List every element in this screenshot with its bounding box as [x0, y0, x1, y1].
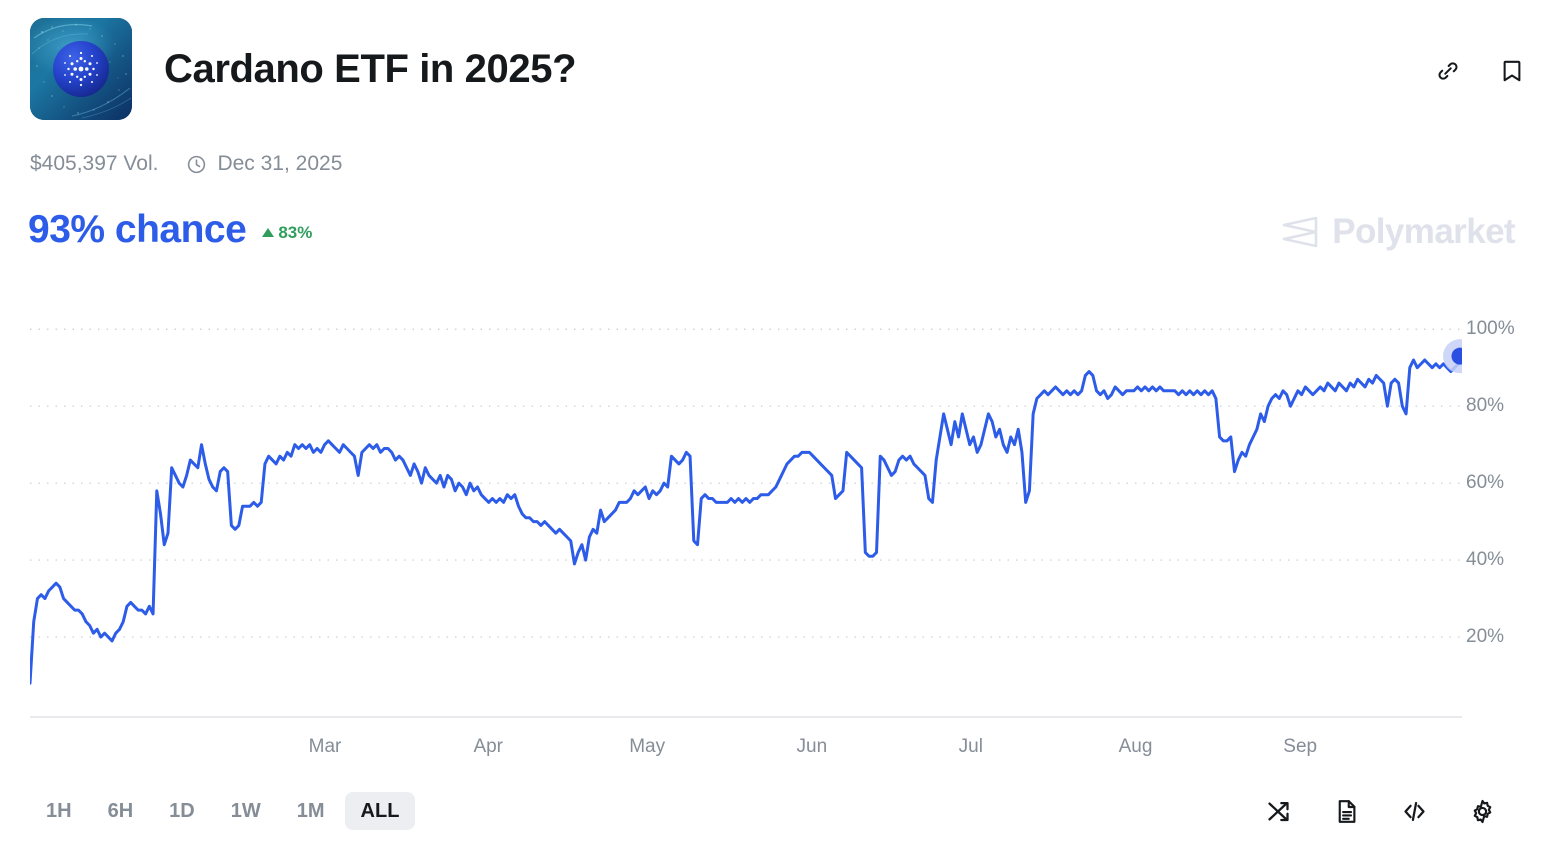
brand-name: Polymarket — [1332, 212, 1515, 251]
cardano-logo-icon — [30, 18, 132, 120]
range-button-all[interactable]: ALL — [344, 792, 416, 830]
chance-value: 93% chance — [28, 208, 247, 251]
x-axis-tick-label: Jul — [958, 736, 983, 757]
probability-chart[interactable] — [30, 296, 1462, 720]
market-meta: $405,397 Vol. Dec 31, 2025 — [30, 152, 342, 176]
range-button-1m[interactable]: 1M — [281, 792, 341, 830]
end-date-label: Dec 31, 2025 — [217, 152, 343, 175]
market-header: Cardano ETF in 2025? — [30, 18, 1527, 128]
range-button-1w[interactable]: 1W — [215, 792, 277, 830]
range-button-6h[interactable]: 6H — [92, 792, 150, 830]
polymarket-watermark: Polymarket — [1280, 212, 1516, 252]
range-button-1h[interactable]: 1H — [30, 792, 88, 830]
code-icon[interactable] — [1399, 796, 1429, 826]
y-axis-tick-label: 80% — [1466, 395, 1505, 417]
chart-gridlines — [30, 328, 1462, 638]
x-axis-tick-label: Jun — [796, 736, 828, 757]
volume-label: $405,397 Vol. — [30, 152, 159, 175]
polymarket-logo-icon — [1282, 216, 1318, 248]
chance-row: 93% chance 83% — [28, 208, 312, 252]
page-title: Cardano ETF in 2025? — [164, 46, 577, 91]
shuffle-icon[interactable] — [1263, 796, 1293, 826]
copy-link-icon[interactable] — [1433, 56, 1463, 86]
title-wrap: Cardano ETF in 2025? — [164, 18, 577, 120]
document-icon[interactable] — [1331, 796, 1361, 826]
chart-tools — [1263, 796, 1527, 826]
bookmark-icon[interactable] — [1497, 56, 1527, 86]
chance-delta: 83% — [262, 223, 312, 243]
delta-value: 83% — [278, 222, 313, 242]
x-axis-labels: Mar Apr May Jun Jul Aug Sep — [30, 736, 1462, 766]
chart-series-line — [30, 354, 1462, 685]
time-range-group: 1H 6H 1D 1W 1M ALL — [30, 792, 416, 830]
y-axis-labels: 20% 40% 60% 80% 100% — [1466, 296, 1536, 720]
header-actions — [1433, 56, 1527, 86]
y-axis-tick-label: 40% — [1466, 549, 1505, 571]
range-button-1d[interactable]: 1D — [153, 792, 211, 830]
clock-icon — [186, 154, 207, 175]
y-axis-tick-label: 100% — [1466, 318, 1515, 340]
delta-up-triangle-icon — [262, 228, 275, 237]
x-axis-tick-label: Aug — [1118, 736, 1153, 757]
chart-footer: 1H 6H 1D 1W 1M ALL — [30, 788, 1527, 834]
y-axis-tick-label: 20% — [1466, 626, 1505, 648]
x-axis-tick-label: Mar — [308, 736, 342, 757]
endpoint-marker — [1451, 347, 1462, 365]
gear-icon[interactable] — [1467, 796, 1497, 826]
chart-canvas[interactable] — [30, 296, 1462, 720]
market-thumbnail — [30, 18, 132, 120]
x-axis-tick-label: Sep — [1283, 736, 1318, 757]
y-axis-tick-label: 60% — [1466, 472, 1505, 494]
x-axis-tick-label: May — [629, 736, 666, 757]
x-axis-tick-label: Apr — [473, 736, 504, 757]
